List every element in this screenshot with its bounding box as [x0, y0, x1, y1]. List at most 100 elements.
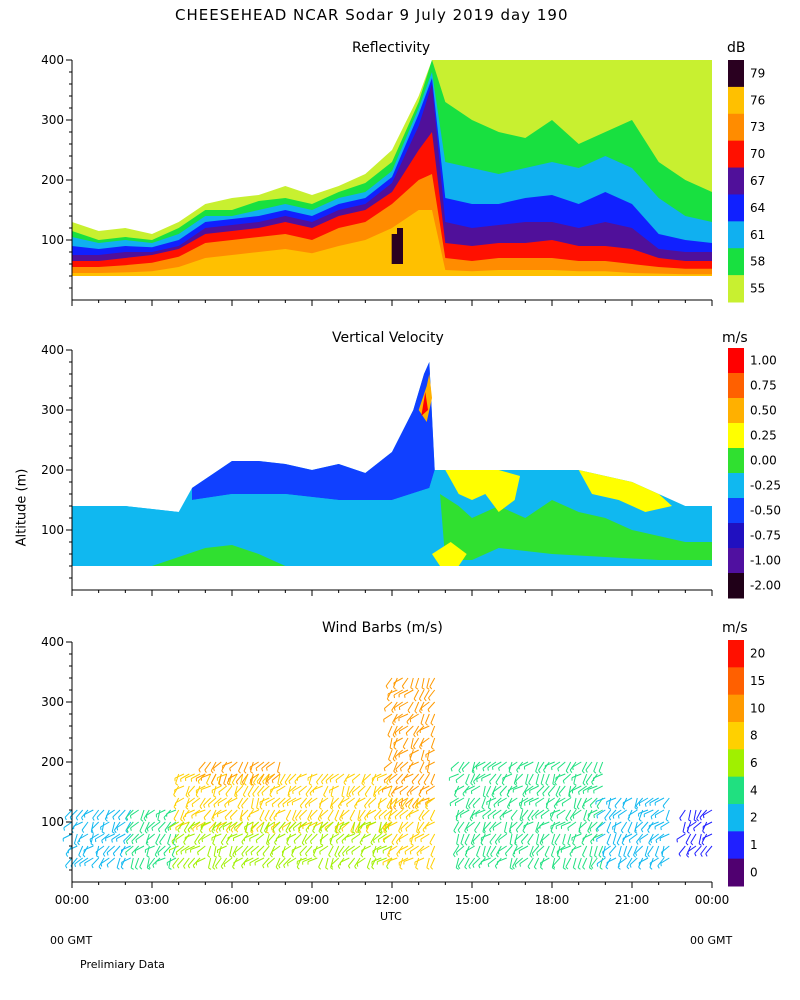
wind-barb-feather [587, 818, 591, 822]
wind-barb [95, 833, 105, 840]
wind-barb-feather [208, 867, 212, 870]
wind-barb [425, 821, 435, 827]
wind-barb-feather [339, 818, 342, 822]
wind-barb [687, 845, 697, 853]
wind-barb-feather [554, 782, 557, 786]
wind-barb [492, 809, 502, 817]
wind-barb-feather [167, 827, 170, 831]
wind-barb [565, 809, 572, 819]
wind-barb-feather [487, 767, 489, 771]
wind-barb-feather [568, 792, 571, 797]
wind-barb-feather [272, 828, 275, 833]
wind-barb-feather [470, 782, 474, 786]
wind-barb-feather [211, 782, 214, 786]
wind-barb [456, 845, 465, 853]
wind-barb [604, 809, 612, 819]
wind-barb-feather [256, 807, 260, 810]
wind-barb [572, 857, 577, 868]
wind-barb-feather [452, 854, 456, 858]
wind-barb [581, 833, 588, 844]
wind-barb [191, 797, 201, 805]
wind-barb-feather [182, 817, 186, 821]
wind-barb [514, 857, 524, 865]
wind-barb [256, 821, 265, 830]
wind-barb [183, 857, 190, 867]
wind-barb [318, 821, 324, 832]
wind-barb-feather [538, 770, 541, 774]
wind-barb-feather [468, 865, 471, 869]
wind-barb [386, 773, 393, 783]
wind-barb-feather [357, 792, 360, 796]
wind-barb-feather [540, 867, 544, 870]
wind-barb-feather [702, 815, 705, 819]
wind-barb-feather [352, 831, 356, 834]
wind-barb-feather [338, 830, 341, 834]
wind-barb [498, 833, 507, 841]
wind-barb [287, 857, 297, 864]
colorbar-swatch [728, 640, 744, 668]
wind-barb [406, 785, 414, 795]
wind-barb-feather [392, 734, 396, 738]
wind-barb-feather [379, 831, 383, 834]
wind-barb [185, 833, 195, 838]
wind-barb [307, 773, 318, 779]
wind-barb [146, 845, 150, 856]
wind-barb [166, 809, 177, 815]
wind-barb-feather [262, 865, 265, 869]
wind-barb-feather [519, 863, 521, 867]
wind-barb-feather [682, 831, 686, 834]
wind-barb [383, 773, 393, 781]
wind-barb [111, 821, 116, 832]
wind-barb-feather [358, 829, 362, 833]
wind-barb-feather [101, 840, 104, 844]
wind-barb [519, 797, 529, 804]
wind-barb-feather [325, 780, 328, 784]
velocity-region-8 [421, 392, 428, 416]
wind-barb-feather [634, 807, 638, 810]
wind-barb [361, 833, 371, 840]
colorbar-label: 64 [750, 201, 765, 215]
wind-barb [292, 797, 302, 803]
wind-barb [455, 773, 465, 781]
wind-barb [512, 857, 518, 867]
wind-barb [106, 857, 116, 865]
wind-barb [351, 845, 361, 853]
wind-barb [92, 809, 100, 819]
wind-barb [241, 797, 249, 806]
wind-barb-feather [649, 867, 653, 870]
wind-barb-feather [572, 843, 576, 846]
wind-barb [265, 773, 270, 784]
wind-barb-feather [135, 839, 138, 843]
wind-barb-feather [414, 807, 418, 810]
wind-barb-feather [392, 758, 396, 762]
wind-barb [598, 761, 604, 772]
wind-barb-feather [221, 770, 224, 774]
wind-barb-feather [426, 867, 430, 870]
wind-barb-feather [250, 831, 254, 834]
wind-barb-feather [608, 853, 612, 857]
wind-barb-feather [627, 854, 630, 858]
wind-barb [282, 797, 292, 805]
wind-barb-feather [245, 831, 249, 834]
wind-barb [329, 773, 339, 780]
wind-barb [79, 857, 89, 865]
wind-barb-feather [590, 865, 594, 869]
wind-barb [400, 761, 409, 769]
wind-barb-feather [420, 743, 423, 747]
wind-barb-feather [617, 815, 620, 819]
wind-barb [628, 809, 638, 816]
wind-barb [415, 677, 420, 688]
wind-barb [550, 845, 556, 856]
wind-barb-feather [430, 782, 434, 786]
wind-barb-feather [299, 853, 302, 857]
wind-barb-feather [539, 842, 543, 846]
wind-barb-feather [145, 843, 149, 846]
wind-barb-feather [218, 828, 221, 832]
wind-barb-feather [200, 830, 203, 834]
wind-barb [535, 797, 545, 804]
wind-barb [388, 821, 398, 828]
colorbar-swatch [728, 523, 744, 549]
wind-barb-feather [389, 804, 393, 809]
wind-barb [491, 785, 497, 796]
wind-barb-feather [261, 792, 264, 796]
